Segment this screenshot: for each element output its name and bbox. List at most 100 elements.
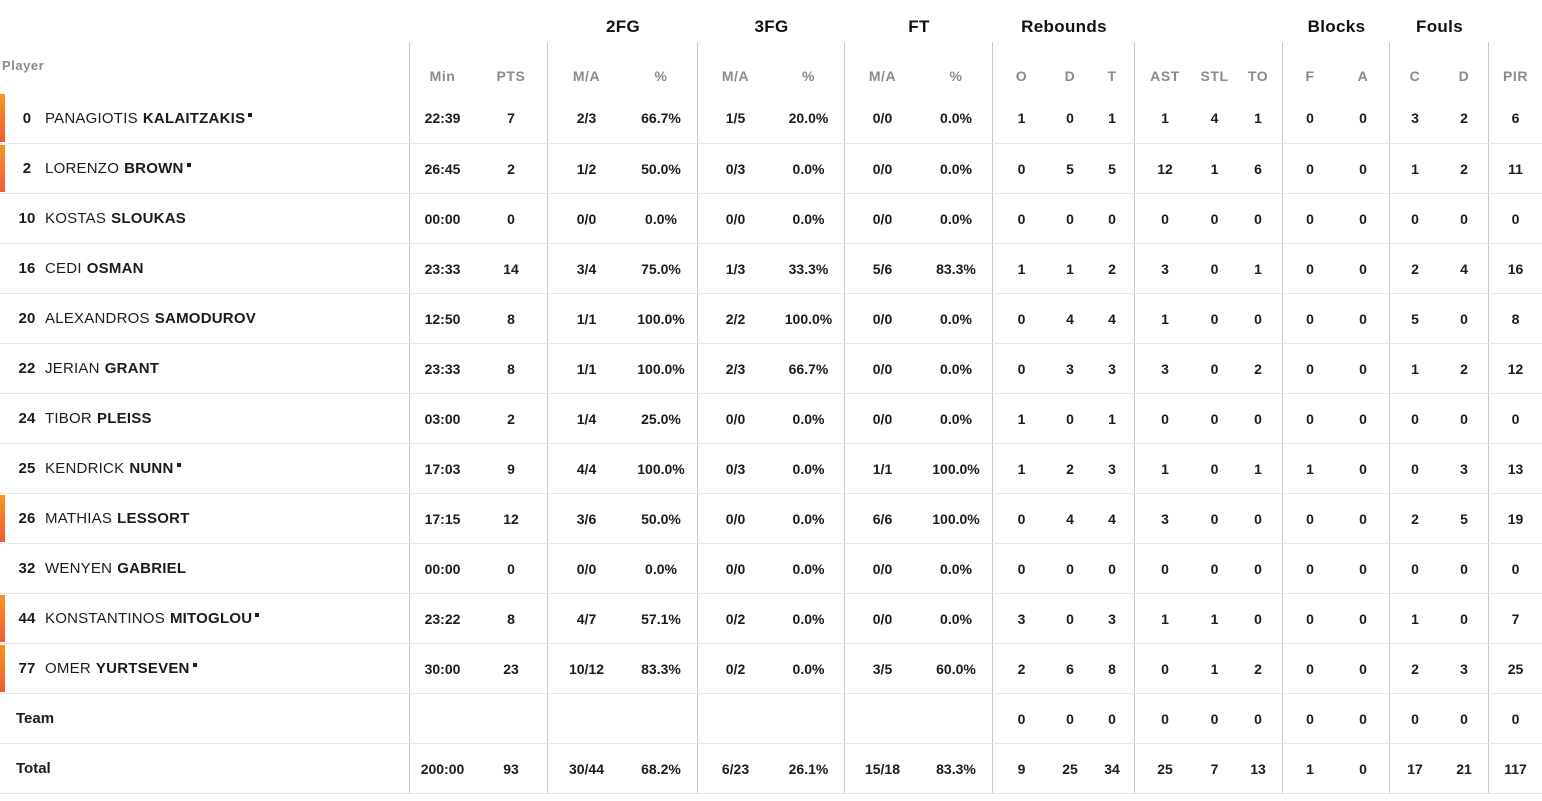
stat-cell: 0 [1337,494,1390,543]
stat-cell: 1 [1306,460,1314,477]
stat-cell: 0/0 [576,210,597,227]
stat-cell: 2 [1017,660,1026,677]
stat-cell: 0 [1210,260,1219,277]
stat-cell: 00:00 [424,210,461,227]
stat-cell: 3 [1066,360,1074,377]
stat-cell: 0 [1511,560,1520,577]
stat-group-header-row: 2FG 3FG FT Rebounds Blocks Fouls [0,0,1542,42]
stat-cell [698,694,773,743]
stat-cell: 12 [475,494,548,543]
stat-cell: 0 [1306,110,1314,126]
stat-cell: 12 [1157,160,1173,177]
stat-cell: 0 [1306,660,1314,677]
starter-marker [0,595,5,642]
column-header-to: TO [1234,42,1283,93]
stat-cell: 0 [1234,194,1283,243]
player-number: 32 [18,560,36,577]
stat-cell: 1 [1017,110,1026,126]
stat-cell: 1 [1306,760,1314,777]
player-cell[interactable]: 2 LORENZO BROWN [0,144,410,193]
stat-cell: 4 [1066,510,1074,527]
stat-cell: 100.0% [625,344,698,393]
player-name: ALEXANDROS SAMODUROV [45,310,256,327]
player-cell[interactable]: 20 ALEXANDROS SAMODUROV [0,294,410,343]
stat-cell: 1 [1161,310,1169,327]
stat-cell: 0 [1090,544,1135,593]
player-cell[interactable]: 32 WENYEN GABRIEL [0,544,410,593]
player-dot-marker [192,663,197,667]
stat-cell: 0.0% [920,93,993,143]
stat-cell: 1/3 [725,260,746,277]
player-number: 25 [18,460,36,477]
stat-cell: 0 [1210,310,1219,327]
stat-cell: 0 [1306,710,1314,727]
player-cell: Total [0,744,410,793]
stat-cell: 03:00 [424,410,461,427]
player-cell[interactable]: 22 JERIAN GRANT [0,344,410,393]
stat-cell: 0 [1161,210,1169,227]
player-row: 0 PANAGIOTIS KALAITZAKIS 22:39 7 2/3 66.7% 1/5 2… [0,93,1542,143]
stat-cell: 60.0% [920,644,993,693]
stat-cell: 0 [1066,210,1074,227]
stat-cell: 7 [475,93,548,143]
stat-cell: 23:33 [424,360,461,377]
stat-cell: 13 [1234,744,1283,793]
stat-cell: 0 [1511,410,1520,427]
column-header-blk-f: F [1305,68,1315,84]
player-cell[interactable]: 10 KOSTAS SLOUKAS [0,194,410,243]
stat-cell: 0 [1066,110,1074,126]
player-cell[interactable]: 44 KONSTANTINOS MITOGLOU [0,594,410,643]
player-name: TIBOR PLEISS [45,410,152,427]
stat-cell: 2 [475,394,548,443]
stat-cell: 0 [1017,210,1026,227]
stat-cell: 0 [1161,710,1169,727]
player-cell[interactable]: 16 CEDI OSMAN [0,244,410,293]
stat-cell: 00:00 [424,560,461,577]
player-cell[interactable]: 25 KENDRICK NUNN [0,444,410,493]
stat-cell: 15/18 [864,760,901,777]
group-spacer [1135,0,1283,42]
stat-cell: 0 [1017,160,1026,177]
player-row: 26 MATHIAS LESSORT 17:15 12 3/6 50.0% 0/0 0.0% 6/… [0,493,1542,543]
stat-cell: 0 [1234,594,1283,643]
stat-cell: 0 [1210,710,1219,727]
stat-cell: 0 [1210,360,1219,377]
player-cell[interactable]: 24 TIBOR PLEISS [0,394,410,443]
stat-cell: 0 [1161,410,1169,427]
stat-cell: 0/0 [872,210,893,227]
stat-cell: 2 [1411,260,1419,277]
stat-cell: 0 [1017,310,1026,327]
stat-cell [845,694,920,743]
stat-cell: 0 [1440,394,1489,443]
stat-cell: 1/5 [725,110,746,126]
stat-cell: 21 [1440,744,1489,793]
player-row: 22 JERIAN GRANT 23:33 8 1/1 100.0% 2/3 66.7% 0/0 0… [0,343,1542,393]
stat-cell: 0 [1090,194,1135,243]
player-row: 25 KENDRICK NUNN 17:03 9 4/4 100.0% 0/3 0.0% 1/1 1… [0,443,1542,493]
stat-cell: 17:15 [424,510,461,527]
player-dot-marker [176,463,181,467]
player-row: 20 ALEXANDROS SAMODUROV 12:50 8 1/1 100.0% 2/2 1… [0,293,1542,343]
stat-cell: 5 [1090,144,1135,193]
stat-cell: 0 [1161,560,1169,577]
stat-cell: 0 [1337,444,1390,493]
stat-cell: 2 [1440,144,1489,193]
stat-cell: 14 [475,244,548,293]
player-cell[interactable]: 77 OMER YURTSEVEN [0,644,410,693]
stat-cell: 2 [1234,344,1283,393]
stat-cell: 0 [1511,710,1520,727]
player-cell[interactable]: 26 MATHIAS LESSORT [0,494,410,543]
player-name: PANAGIOTIS KALAITZAKIS [45,110,253,127]
column-header-ft-ma: M/A [868,68,897,84]
stat-cell: 1 [1161,110,1169,126]
stat-cell: 0 [1017,710,1026,727]
column-header-player: Player [0,42,410,93]
player-cell[interactable]: 0 PANAGIOTIS KALAITZAKIS [0,93,410,143]
player-number: 77 [18,660,36,677]
stat-cell: 13 [1507,460,1524,477]
stat-cell: 8 [475,344,548,393]
stat-cell: 0 [1337,194,1390,243]
player-name: KENDRICK NUNN [45,460,181,477]
stat-cell: 0/0 [725,410,746,427]
stat-cell: 1/4 [576,410,597,427]
